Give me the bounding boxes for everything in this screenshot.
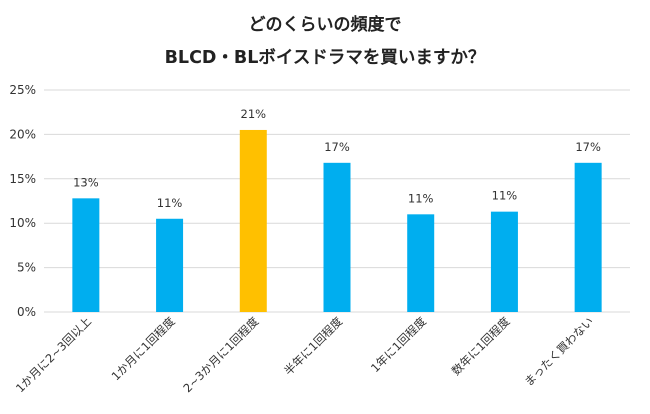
- bar: [574, 162, 602, 312]
- x-tick-label: 数年に1回程度: [449, 314, 513, 378]
- data-label: 17%: [575, 140, 601, 154]
- y-tick-label: 5%: [17, 261, 36, 275]
- x-tick-label: 2~3か月に1回程度: [180, 314, 261, 395]
- chart-title-line-2: BLCD・BLボイスドラマを買いますか？: [164, 48, 486, 68]
- data-label: 11%: [157, 196, 183, 210]
- bar: [407, 214, 435, 312]
- data-label: 21%: [241, 107, 267, 121]
- x-tick-label: まったく買わない: [522, 314, 597, 389]
- y-tick-label: 15%: [9, 172, 36, 186]
- y-tick-label: 0%: [17, 305, 36, 319]
- y-tick-label: 25%: [9, 83, 36, 97]
- bar: [156, 218, 184, 312]
- chart-title-line-1: どのくらいの頻度で: [248, 15, 402, 35]
- y-tick-label: 20%: [9, 127, 36, 141]
- data-label: 11%: [408, 191, 434, 205]
- data-label: 13%: [73, 175, 99, 189]
- bar: [490, 211, 518, 312]
- bar: [323, 162, 351, 312]
- x-tick-label: 1か月に2~3回以上: [13, 314, 94, 395]
- bar: [72, 198, 100, 312]
- x-tick-label: 半年に1回程度: [281, 314, 345, 378]
- bar: [239, 129, 267, 312]
- data-label: 11%: [492, 189, 518, 203]
- x-tick-label: 1か月に1回程度: [109, 314, 178, 383]
- x-tick-label: 1年に1回程度: [368, 314, 429, 375]
- y-tick-label: 10%: [9, 216, 36, 230]
- data-label: 17%: [324, 140, 350, 154]
